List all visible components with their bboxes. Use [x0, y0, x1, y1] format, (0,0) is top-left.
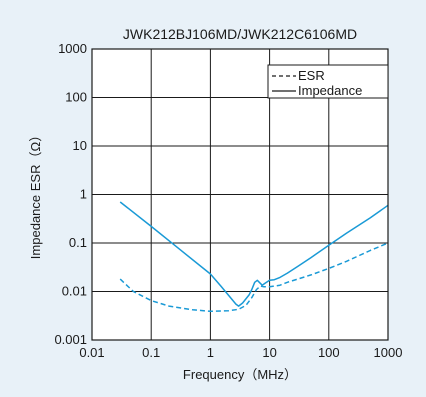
legend: ESR Impedance — [267, 64, 389, 99]
x-tick-label: 10 — [262, 345, 276, 360]
plot-border — [91, 48, 389, 341]
x-tick-label: 0.01 — [79, 345, 104, 360]
y-tick-label: 0.01 — [62, 284, 87, 299]
x-tick-label: 1 — [207, 345, 214, 360]
x-tick-label: 1000 — [374, 345, 403, 360]
x-tick-label: 0.1 — [142, 345, 160, 360]
y-tick-label: 1000 — [58, 41, 87, 56]
y-tick-label: 0.001 — [54, 332, 87, 347]
y-tick-label: 10 — [73, 138, 87, 153]
series-impedance-line — [119, 201, 389, 307]
legend-esr-label: ESR — [298, 68, 325, 83]
y-tick-label: 100 — [65, 90, 87, 105]
y-tick-label: 1 — [80, 187, 87, 202]
y-tick-labels: 0.001 0.01 0.1 1 10 100 1000 — [54, 41, 87, 347]
x-tick-labels: 0.01 0.1 1 10 100 1000 — [79, 345, 402, 360]
x-tick-label: 100 — [318, 345, 340, 360]
legend-impedance-label: Impedance — [298, 83, 362, 98]
y-tick-label: 0.1 — [69, 235, 87, 250]
y-axis-label: Impedance ESR（Ω） — [28, 129, 43, 259]
series-esr-line — [119, 242, 389, 313]
legend-box — [267, 64, 389, 99]
x-axis-label: Frequency（MHz） — [183, 367, 297, 382]
chart-title: JWK212BJ106MD/JWK212C6106MD — [123, 26, 357, 42]
series-layer — [119, 201, 389, 313]
